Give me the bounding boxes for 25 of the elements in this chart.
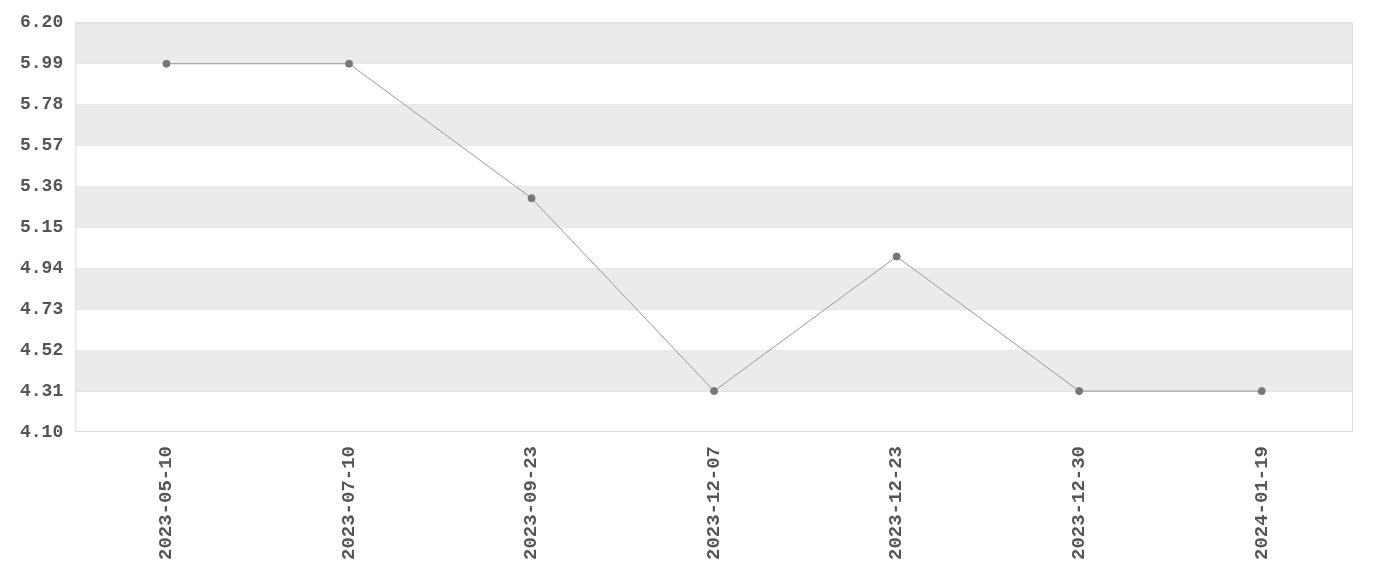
y-tick-label: 4.31 — [19, 380, 64, 401]
y-tick-label: 5.15 — [19, 216, 64, 237]
x-tick-label: 2023-09-23 — [520, 445, 543, 561]
x-tick-label: 2023-12-30 — [1067, 445, 1090, 561]
x-tick-label: 2023-05-10 — [155, 445, 178, 561]
point — [710, 387, 719, 396]
y-tick-label: 4.73 — [19, 298, 64, 319]
point — [345, 59, 354, 68]
y-tick-label: 5.57 — [19, 135, 64, 156]
x-tick-label: 2024-01-19 — [1250, 445, 1273, 561]
point — [1075, 387, 1084, 396]
point — [527, 194, 536, 203]
point — [1257, 387, 1266, 396]
y-tick-label: 6.20 — [19, 12, 64, 33]
y-tick-label: 4.10 — [19, 421, 64, 442]
y-tick-label: 5.78 — [19, 94, 64, 115]
y-tick-label: 4.52 — [19, 339, 64, 360]
x-tick-label: 2023-12-07 — [702, 445, 725, 561]
point — [892, 252, 901, 261]
y-tick-label: 5.99 — [19, 53, 64, 74]
y-tick-label: 4.94 — [19, 257, 64, 278]
x-tick-label: 2023-12-23 — [885, 445, 908, 561]
y-tick-label: 5.36 — [19, 176, 64, 196]
point — [162, 59, 171, 68]
x-tick-label: 2023-07-10 — [337, 445, 360, 561]
